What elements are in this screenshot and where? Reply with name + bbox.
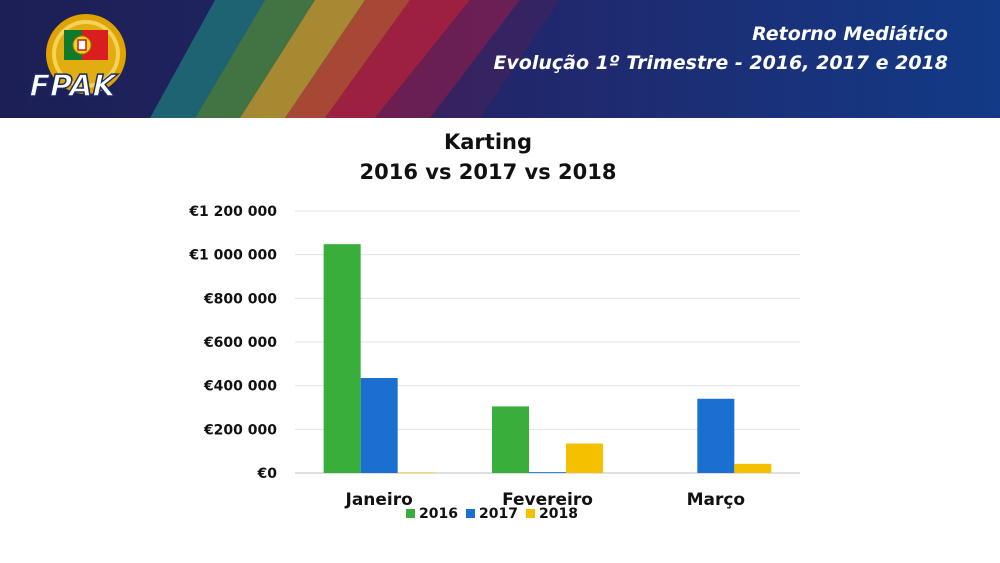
y-tick-label: €400 000 [203, 379, 277, 395]
logo-text: FPAK [28, 69, 121, 104]
x-category-label: Fevereiro [502, 490, 593, 510]
bar-2016-fevereiro [492, 406, 529, 473]
y-tick-label: €0 [257, 466, 278, 482]
y-tick-label: €1 200 000 [188, 204, 277, 220]
legend-swatch [406, 509, 415, 518]
bar-2018-fevereiro [566, 443, 603, 473]
y-tick-label: €1 000 000 [188, 248, 277, 264]
chart-title-line-1: Karting [443, 130, 533, 154]
x-category-label: Janeiro [345, 490, 413, 510]
legend-label: 2018 [539, 506, 578, 522]
legend-swatch [526, 509, 535, 518]
y-tick-label: €800 000 [203, 291, 277, 307]
legend-label: 2017 [479, 506, 518, 522]
legend-swatch [466, 509, 475, 518]
banner-background [0, 0, 1000, 118]
header-title: Retorno Mediático [752, 23, 948, 45]
bar-2017-janeiro [360, 378, 398, 473]
x-category-label: Março [687, 490, 746, 510]
header-banner [0, 0, 1000, 118]
bar-2018-janeiro [397, 472, 435, 473]
y-tick-label: €600 000 [203, 335, 277, 351]
legend-label: 2016 [419, 506, 458, 522]
header-titles: Retorno Mediático Evolução 1º Trimestre … [493, 20, 948, 78]
bar-2018-março [734, 463, 772, 473]
bar-2017-fevereiro [529, 472, 566, 473]
header-subtitle: Evolução 1º Trimestre - 2016, 2017 e 201… [493, 52, 948, 74]
bar-2017-março [697, 398, 735, 473]
y-tick-label: €200 000 [203, 422, 277, 438]
bar-2016-janeiro [323, 244, 361, 473]
fpak-logo: FPAK [25, 8, 140, 112]
chart-title: Karting 2016 vs 2017 vs 2018 [0, 127, 976, 187]
chart-title-line-2: 2016 vs 2017 vs 2018 [359, 160, 617, 184]
